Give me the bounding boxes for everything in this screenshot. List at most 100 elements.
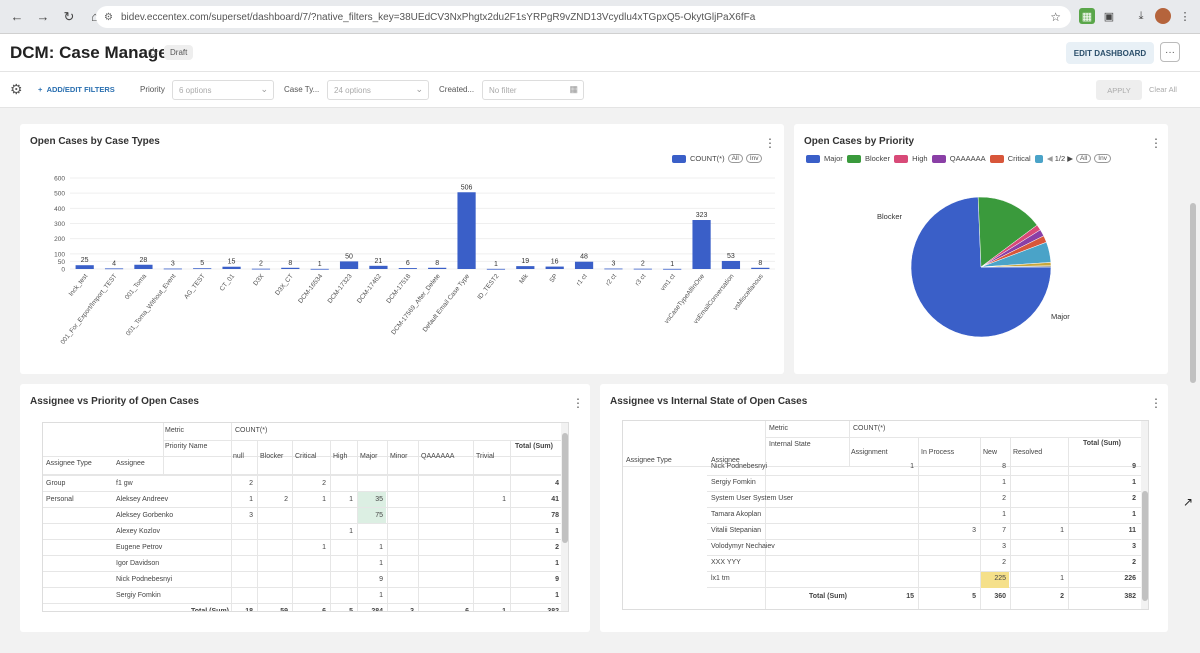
value-cell[interactable]: 1	[1002, 511, 1006, 518]
value-cell[interactable]: 1	[322, 544, 326, 551]
pie-slice[interactable]	[977, 196, 1038, 268]
assignee-cell[interactable]: Nick Podnebesnyi	[711, 463, 768, 470]
back-icon[interactable]: ←	[10, 9, 24, 24]
created-filter-select[interactable]: No filter ▦	[482, 80, 584, 100]
filter-settings-gear-icon[interactable]: ⚙	[10, 81, 23, 97]
value-cell[interactable]: 8	[1002, 463, 1006, 470]
legend-invert-toggle[interactable]: Inv	[1094, 154, 1111, 163]
assignee-cell[interactable]: Vitalii Stepanian	[711, 527, 762, 534]
value-cell[interactable]: 2	[1002, 559, 1006, 566]
assignee-cell[interactable]: XXX YYY	[711, 559, 741, 566]
reload-icon[interactable]: ↻	[63, 8, 75, 24]
profile-avatar[interactable]	[1155, 8, 1171, 24]
priority-filter-select[interactable]: 6 options ⌄	[172, 80, 274, 100]
home-icon[interactable]: ⌂	[91, 9, 99, 24]
bar[interactable]	[193, 268, 212, 270]
address-bar[interactable]: ⚙ bidev.eccentex.com/superset/dashboard/…	[96, 6, 1071, 28]
extension-icon[interactable]: ▦	[1079, 8, 1095, 24]
assignee-cell[interactable]: Igor Davidson	[116, 560, 160, 567]
priority-table-menu-icon[interactable]: ⋮	[572, 396, 584, 410]
value-cell[interactable]: 1	[349, 496, 353, 503]
site-info-icon[interactable]: ⚙	[104, 11, 113, 23]
bar[interactable]	[428, 267, 447, 269]
bar[interactable]	[604, 268, 623, 270]
bar-chart-menu-icon[interactable]: ⋮	[764, 136, 776, 150]
bar[interactable]	[457, 192, 476, 269]
bar[interactable]	[633, 268, 652, 270]
bar[interactable]	[134, 264, 153, 269]
value-cell[interactable]: 75	[358, 508, 386, 524]
value-cell[interactable]: 3	[972, 527, 976, 534]
bookmark-star-icon[interactable]: ☆	[1050, 10, 1061, 24]
bar[interactable]	[310, 268, 329, 270]
value-cell[interactable]: 9	[379, 576, 383, 583]
assignee-cell[interactable]: Tamara Akoplan	[711, 511, 762, 518]
extensions-puzzle-icon[interactable]: ▣	[1103, 10, 1115, 23]
value-cell[interactable]: 2	[1002, 495, 1006, 502]
draft-badge[interactable]: Draft	[164, 45, 194, 60]
assignee-cell[interactable]: Nick Podnebesnyi	[116, 576, 173, 583]
casetype-filter-select[interactable]: 24 options ⌄	[327, 80, 429, 100]
assignee-cell[interactable]: Alexey Kozlov	[116, 528, 160, 535]
bar-chart-legend[interactable]: COUNT(*) All Inv	[672, 154, 763, 163]
bar[interactable]	[75, 265, 94, 269]
bar[interactable]	[398, 268, 417, 269]
apply-filters-button[interactable]: APPLY	[1096, 80, 1142, 100]
download-icon[interactable]: ⤓	[1138, 9, 1144, 22]
pie-chart-menu-icon[interactable]: ⋮	[1150, 136, 1162, 150]
pie-chart-legend[interactable]: Major Blocker High QAAAAAA Critical ◀ 1/…	[806, 154, 1111, 163]
bar[interactable]	[222, 266, 241, 269]
bar[interactable]	[574, 261, 594, 269]
bar[interactable]	[369, 265, 388, 269]
value-cell[interactable]: 3	[249, 512, 253, 519]
state-table-menu-icon[interactable]: ⋮	[1150, 396, 1162, 410]
browser-menu-icon[interactable]: ⋮	[1179, 10, 1191, 23]
forward-icon[interactable]: →	[36, 9, 50, 24]
bar[interactable]	[486, 268, 506, 270]
assignee-cell[interactable]: lx1 tm	[711, 575, 730, 582]
page-scrollbar[interactable]	[1188, 108, 1198, 653]
value-cell[interactable]: 2	[249, 480, 253, 487]
legend-next-icon[interactable]: ▶	[1067, 154, 1074, 163]
value-cell[interactable]: 225	[981, 572, 1009, 588]
bar[interactable]	[104, 268, 124, 270]
value-cell[interactable]: 1	[379, 592, 383, 599]
legend-prev-icon[interactable]: ◀	[1046, 154, 1053, 163]
assignee-cell[interactable]: Aleksey Andreev	[116, 496, 169, 503]
value-cell[interactable]: 1	[1060, 575, 1064, 582]
bar[interactable]	[163, 268, 182, 270]
value-cell[interactable]: 1	[379, 560, 383, 567]
value-cell[interactable]: 1	[1060, 527, 1064, 534]
favorite-star-icon[interactable]: ☆	[147, 44, 160, 60]
value-cell[interactable]: 35	[358, 492, 386, 508]
value-cell[interactable]: 1	[249, 496, 253, 503]
assignee-cell[interactable]: Eugene Petrov	[116, 544, 163, 551]
value-cell[interactable]: 2	[322, 480, 326, 487]
table-scrollbar-thumb[interactable]	[1142, 491, 1148, 601]
bar[interactable]	[751, 267, 770, 269]
legend-all-toggle[interactable]: All	[1076, 154, 1092, 163]
value-cell[interactable]: 2	[284, 496, 288, 503]
value-cell[interactable]: 1	[502, 496, 506, 503]
bar[interactable]	[692, 220, 711, 269]
table-scrollbar[interactable]	[1141, 421, 1148, 609]
dashboard-title[interactable]: DCM: Case Manager	[10, 43, 175, 62]
legend-all-toggle[interactable]: All	[727, 154, 743, 163]
assignee-cell[interactable]: Volodymyr Nechaiev	[711, 543, 775, 550]
assignee-cell[interactable]: Sergiy Fomkin	[711, 479, 756, 486]
bar[interactable]	[339, 261, 359, 269]
page-scrollbar-thumb[interactable]	[1190, 203, 1196, 383]
assignee-cell[interactable]: System User System User	[711, 495, 794, 502]
value-cell[interactable]: 1	[322, 496, 326, 503]
value-cell[interactable]: 1	[349, 528, 353, 535]
pie-slice[interactable]	[980, 265, 1052, 268]
bar[interactable]	[516, 266, 535, 269]
bar[interactable]	[721, 260, 741, 269]
bar[interactable]	[663, 268, 682, 270]
legend-invert-toggle[interactable]: Inv	[745, 154, 763, 163]
table-scrollbar-thumb[interactable]	[562, 433, 568, 543]
value-cell[interactable]: 1	[379, 544, 383, 551]
bar[interactable]	[281, 267, 300, 269]
clear-all-button[interactable]: Clear All	[1149, 85, 1177, 94]
bar[interactable]	[545, 266, 564, 269]
